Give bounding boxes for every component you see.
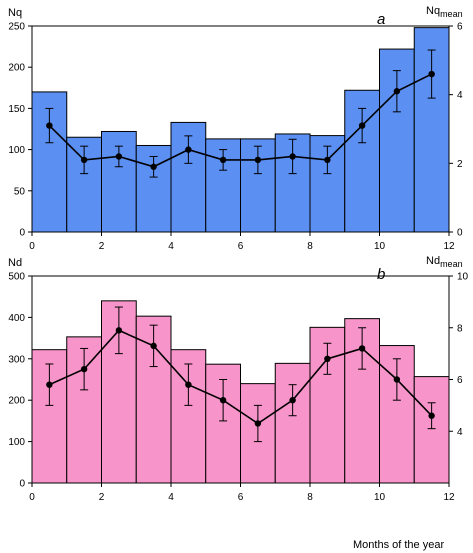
y-left-tick-label: 500 xyxy=(8,272,25,283)
y-right-tick-label: 6 xyxy=(457,375,463,386)
y-right-tick-label: 6 xyxy=(457,22,463,33)
mean-point xyxy=(358,122,366,129)
panel-label: a xyxy=(377,11,385,28)
mean-point xyxy=(289,397,296,404)
mean-point xyxy=(428,70,435,78)
x-tick-label: 12 xyxy=(443,492,455,503)
mean-point xyxy=(393,88,401,95)
mean-line xyxy=(49,329,433,425)
y-left-axis-label: Nd xyxy=(8,257,22,269)
mean-point xyxy=(219,156,227,164)
x-tick-label: 12 xyxy=(443,241,455,252)
y-left-tick-label: 300 xyxy=(8,354,25,365)
y-right-tick-label: 2 xyxy=(457,159,463,170)
y-right-axis-label: Ndmean xyxy=(426,255,463,269)
x-tick-label: 10 xyxy=(374,241,386,252)
mean-point xyxy=(428,412,435,419)
x-tick-label: 10 xyxy=(374,492,386,503)
y-right-axis-label-main: Nd xyxy=(426,255,440,267)
y-right-axis-label: Nqmean xyxy=(426,5,463,19)
y-left-tick-label: 50 xyxy=(14,186,26,197)
x-tick-label: 8 xyxy=(307,241,313,252)
y-right-tick-label: 8 xyxy=(457,323,463,334)
mean-point xyxy=(46,381,53,388)
y-left-tick-label: 250 xyxy=(8,22,25,33)
mean-point xyxy=(115,327,123,334)
x-tick-label: 0 xyxy=(29,241,35,252)
x-tick-label: 6 xyxy=(238,241,244,252)
mean-point xyxy=(115,153,123,160)
mean-point xyxy=(324,355,331,362)
y-left-tick-label: 0 xyxy=(19,479,25,490)
mean-point xyxy=(254,420,262,427)
y-left-tick-label: 150 xyxy=(8,104,25,115)
mean-point xyxy=(393,376,401,383)
y-right-tick-label: 4 xyxy=(457,427,463,438)
x-tick-label: 8 xyxy=(307,492,313,503)
mean-point xyxy=(254,156,262,164)
y-left-tick-label: 200 xyxy=(8,396,25,407)
mean-point xyxy=(150,163,157,170)
y-left-tick-label: 200 xyxy=(8,63,25,74)
panel-label: b xyxy=(377,266,385,283)
mean-point xyxy=(185,381,192,388)
x-axis-label: Months of the year xyxy=(353,539,444,551)
mean-point xyxy=(46,122,53,129)
mean-point xyxy=(185,146,192,153)
y-right-axis-label-sub: mean xyxy=(440,9,463,19)
x-tick-label: 4 xyxy=(168,241,174,252)
bar xyxy=(413,376,450,484)
x-tick-label: 4 xyxy=(168,492,174,503)
y-right-tick-label: 4 xyxy=(457,90,463,101)
mean-point xyxy=(358,345,366,352)
x-tick-label: 2 xyxy=(99,492,105,503)
y-left-axis-label: Nq xyxy=(8,7,22,19)
y-left-tick-label: 100 xyxy=(8,437,25,448)
bar xyxy=(274,362,311,484)
y-left-tick-label: 100 xyxy=(8,145,25,156)
y-right-tick-label: 0 xyxy=(457,228,463,239)
x-tick-label: 2 xyxy=(99,241,105,252)
y-right-axis-label-sub: mean xyxy=(440,259,463,269)
y-left-tick-label: 0 xyxy=(19,228,25,239)
mean-point xyxy=(219,397,227,404)
y-left-tick-label: 400 xyxy=(8,313,25,324)
y-right-axis-label-main: Nq xyxy=(426,5,440,17)
x-tick-label: 6 xyxy=(238,492,244,503)
mean-point xyxy=(324,156,331,164)
mean-line xyxy=(48,73,432,168)
mean-point xyxy=(289,153,296,160)
mean-point xyxy=(80,365,88,373)
mean-point xyxy=(150,342,157,350)
x-tick-label: 0 xyxy=(29,492,35,503)
mean-point xyxy=(80,156,88,164)
y-right-tick-label: 10 xyxy=(457,272,469,283)
